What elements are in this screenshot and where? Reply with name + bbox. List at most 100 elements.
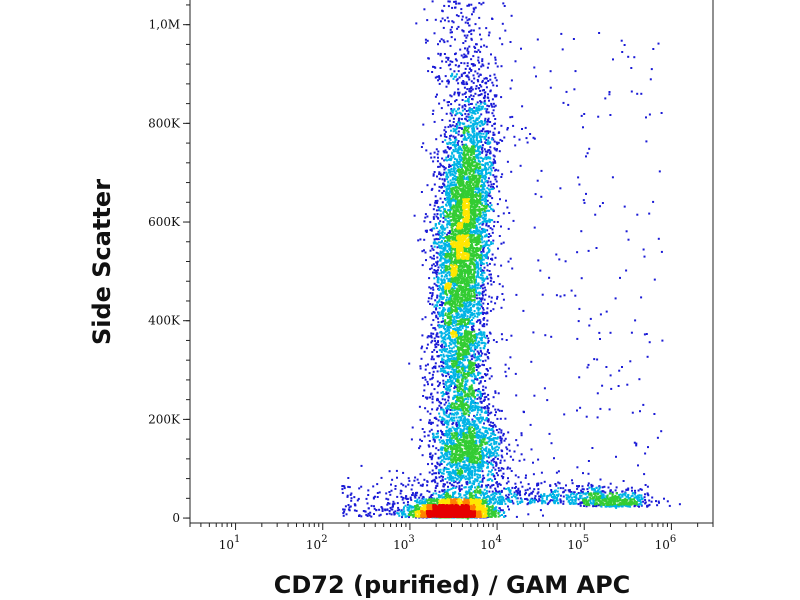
data-point [402, 484, 405, 487]
data-point [494, 302, 497, 305]
data-point [437, 343, 440, 346]
data-point [442, 281, 445, 284]
data-point [490, 300, 493, 303]
data-point [475, 224, 478, 227]
data-point [454, 487, 457, 489]
data-point [482, 164, 484, 166]
data-point [466, 75, 469, 78]
data-point [468, 78, 471, 81]
data-point [453, 394, 456, 397]
data-point [489, 180, 492, 183]
data-point [557, 470, 560, 473]
data-point [470, 69, 473, 72]
data-point [452, 135, 455, 138]
data-point [448, 402, 451, 405]
data-point [425, 149, 428, 152]
data-point [486, 66, 489, 69]
data-point [491, 242, 494, 245]
data-point [436, 201, 439, 204]
data-point [419, 365, 422, 368]
data-point [522, 410, 525, 413]
data-point [481, 79, 484, 82]
data-point [480, 148, 483, 151]
data-point [484, 386, 487, 389]
data-point [447, 392, 450, 395]
data-point [509, 356, 512, 359]
data-point [436, 294, 439, 297]
data-point [486, 193, 488, 196]
data-point [454, 0, 457, 3]
data-point [450, 129, 452, 132]
data-point [445, 365, 448, 368]
data-point [488, 249, 490, 252]
data-point [468, 481, 471, 484]
data-point [436, 355, 439, 358]
data-point [423, 238, 426, 241]
data-point [474, 378, 477, 381]
data-point [478, 497, 481, 500]
data-point [442, 271, 445, 274]
data-point [580, 230, 583, 233]
data-point [490, 283, 493, 286]
data-point [598, 331, 601, 334]
data-point [484, 195, 487, 198]
data-point [479, 102, 482, 105]
data-point [478, 124, 481, 127]
data-point [502, 2, 505, 5]
data-point [365, 513, 368, 516]
data-point [476, 397, 479, 400]
data-point [493, 492, 496, 495]
data-point [443, 179, 446, 182]
data-point [509, 455, 512, 458]
data-point [431, 356, 434, 359]
data-point [439, 172, 442, 175]
data-point [448, 141, 451, 144]
data-point [471, 131, 474, 134]
data-point [440, 174, 442, 177]
data-point [434, 200, 437, 202]
data-point [515, 439, 518, 442]
data-point [461, 99, 464, 101]
data-point [451, 462, 454, 465]
data-point [487, 398, 490, 401]
data-point [488, 31, 491, 34]
data-point [486, 199, 489, 202]
data-point [479, 304, 482, 306]
data-point [479, 480, 482, 483]
data-point [438, 229, 441, 232]
data-point [449, 173, 452, 176]
data-point [437, 335, 440, 338]
data-point [586, 366, 589, 369]
data-point [468, 411, 471, 414]
data-point [449, 60, 452, 63]
data-point [543, 493, 546, 496]
data-point [348, 486, 351, 489]
data-point [471, 470, 474, 472]
data-point [451, 173, 454, 176]
data-point [493, 494, 496, 497]
data-point [458, 154, 461, 157]
data-point [462, 81, 465, 83]
data-point [433, 439, 436, 442]
data-point [437, 324, 440, 327]
data-point [423, 478, 426, 481]
data-point [446, 348, 448, 351]
data-point [466, 420, 469, 422]
data-point [483, 496, 486, 499]
data-point [442, 173, 445, 176]
data-point [465, 125, 468, 128]
data-point [438, 490, 441, 493]
data-point [440, 463, 443, 465]
data-point [552, 493, 554, 495]
data-point [467, 398, 470, 401]
data-point [439, 52, 442, 55]
data-point [510, 14, 513, 17]
data-point [498, 507, 501, 510]
data-point [430, 245, 433, 248]
data-point [451, 442, 454, 445]
data-point [498, 409, 501, 412]
data-point [496, 496, 499, 499]
data-point [447, 180, 450, 183]
data-point [456, 164, 458, 167]
data-point [430, 392, 433, 395]
